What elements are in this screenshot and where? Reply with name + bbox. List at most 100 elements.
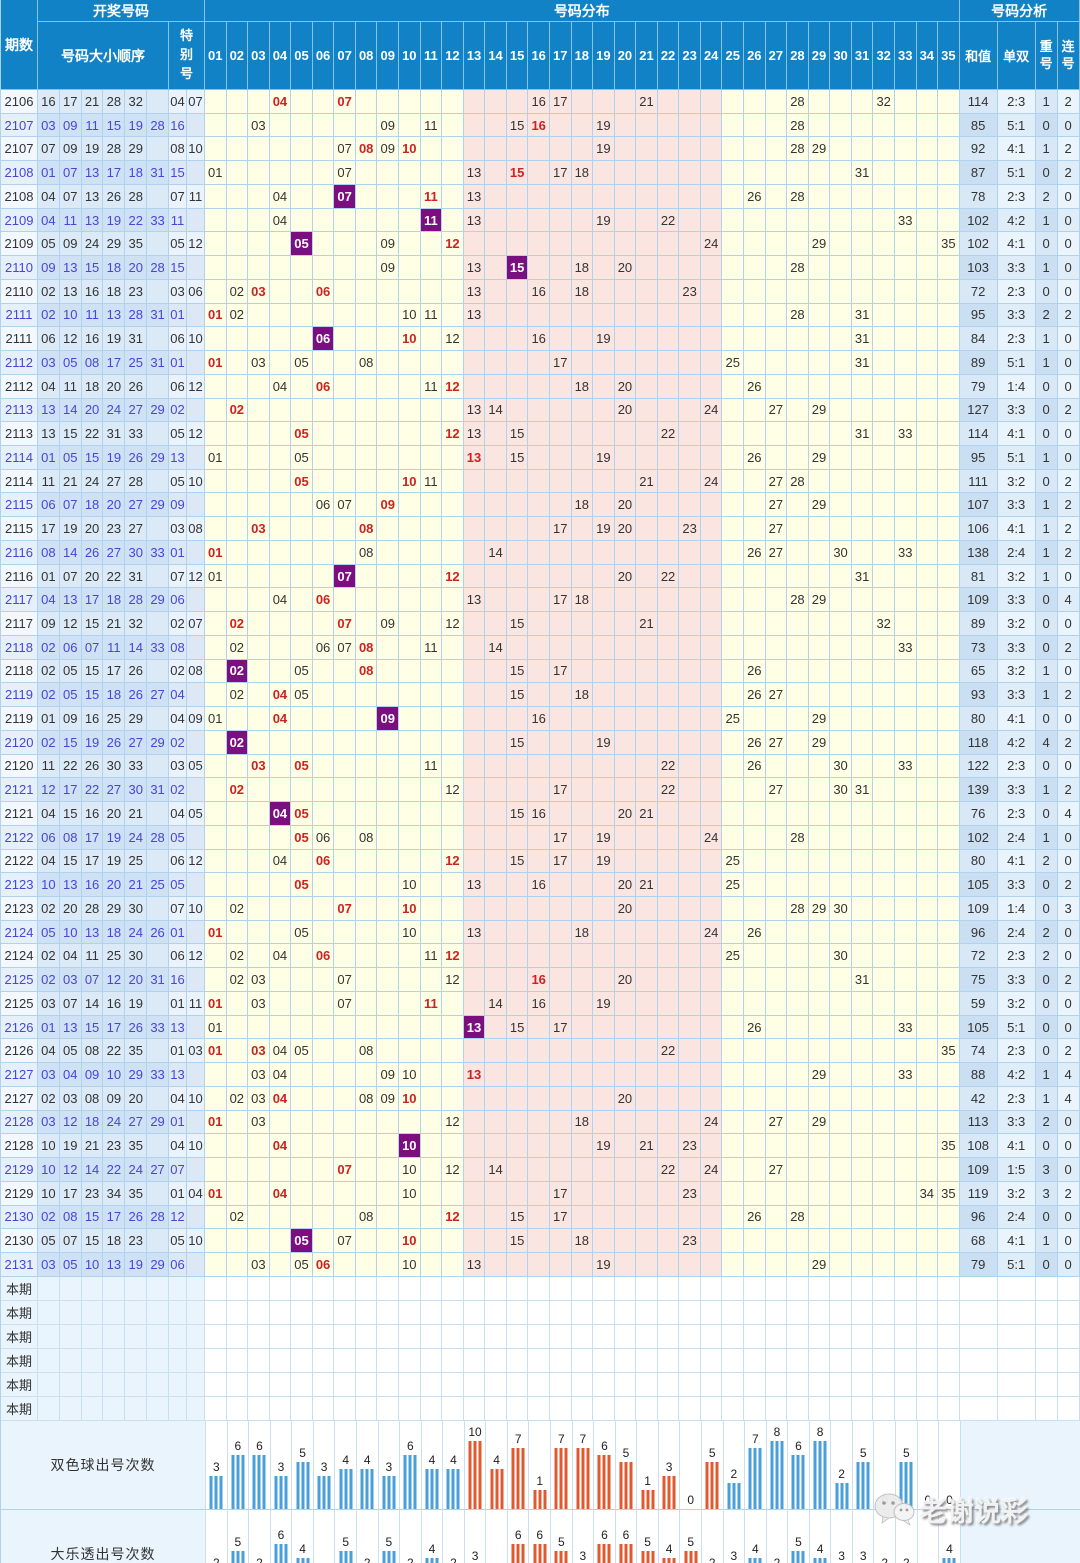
pending-analysis-cell: [1057, 1300, 1080, 1325]
distribution-cell: [291, 1181, 313, 1206]
distribution-cell: [377, 303, 400, 328]
distribution-cell: 31: [851, 778, 874, 803]
bar-cell: 2: [206, 1509, 228, 1563]
distribution-cell: [916, 374, 939, 399]
distribution-cell: 21: [636, 612, 658, 636]
distribution-cell: 28: [787, 303, 809, 328]
distribution-cell: [485, 730, 507, 755]
pending-distribution-cell: [226, 1324, 249, 1349]
distribution-cell: 02: [226, 398, 249, 423]
front-number-cell: 08: [59, 825, 82, 850]
table-row: 2125 02 03 07 12 20 31 16 02 03 07 12 16 20 31 75 3:3 0 2: [1, 968, 1080, 992]
special-number-cell: 12: [186, 944, 205, 969]
distribution-cell: 31: [851, 968, 874, 992]
distribution-cell: [420, 279, 443, 304]
distribution-cell: [808, 1039, 831, 1064]
pending-analysis-cell: [1035, 1372, 1058, 1397]
distribution-cell: [722, 446, 745, 470]
distribution-cell: [593, 778, 615, 803]
distribution-cell: [528, 825, 550, 850]
distribution-cell: [722, 517, 745, 541]
bar-value-label: 1: [644, 1473, 651, 1488]
distribution-cell: 17: [549, 588, 572, 613]
distribution-cell: [528, 303, 550, 328]
distribution-cell: [851, 256, 874, 280]
distribution-cell: [851, 1205, 874, 1230]
distribution-cell: [506, 944, 529, 969]
front-number-cell: 33: [147, 1015, 169, 1040]
bar-cell: 5: [788, 1509, 810, 1563]
column-header: 30: [830, 22, 852, 90]
front-number-cell: 02: [38, 896, 60, 921]
front-number-cell: 21: [81, 1134, 104, 1159]
pending-distribution-cell: [593, 1348, 615, 1373]
bar-cell: 5: [852, 1420, 875, 1510]
repeat-cell: 1: [1035, 517, 1058, 541]
pending-distribution-cell: [830, 1324, 852, 1349]
distribution-cell: [873, 896, 895, 921]
bar-cell: 5: [551, 1509, 573, 1563]
distribution-cell: [312, 707, 335, 731]
distribution-cell: [312, 896, 335, 921]
distribution-cell: 15: [506, 612, 529, 636]
distribution-cell: [269, 1229, 292, 1253]
distribution-cell: [528, 493, 550, 518]
front-number-cell: 10: [103, 1063, 126, 1087]
pending-distribution-cell: [420, 1300, 443, 1325]
front-number-cell: 09: [59, 137, 82, 162]
special-number-cell: 02: [168, 778, 187, 803]
distribution-cell: 35: [938, 1039, 960, 1064]
distribution-cell: 11: [420, 303, 443, 328]
bar-cell: 0: [939, 1420, 961, 1510]
distribution-cell: [226, 540, 249, 565]
front-number-cell: 19: [103, 208, 126, 233]
bar-value-label: 8: [816, 1424, 824, 1439]
distribution-cell: 27: [765, 517, 788, 541]
distribution-cell: 26: [744, 683, 766, 708]
pending-analysis-cell: [1035, 1396, 1058, 1421]
pending-analysis-cell: [959, 1372, 998, 1397]
distribution-cell: [894, 137, 917, 162]
distribution-cell: [312, 873, 335, 897]
distribution-cell: [636, 208, 658, 233]
distribution-cell: [204, 1134, 227, 1159]
pending-analysis-cell: [959, 1276, 998, 1301]
pending-distribution-cell: [549, 1396, 572, 1421]
distribution-cell: [938, 137, 960, 162]
distribution-cell: [248, 422, 270, 447]
distribution-cell: [679, 161, 701, 185]
distribution-cell: [485, 683, 507, 708]
distribution-cell: [593, 232, 615, 257]
repeat-cell: 1: [1035, 540, 1058, 565]
distribution-cell: [377, 1205, 400, 1230]
distribution-cell: [657, 659, 680, 684]
chart-row: 双色球出号次数366353443644104717765130527868250…: [1, 1420, 1080, 1510]
pending-row: 本期: [1, 1372, 1080, 1397]
distribution-cell: [808, 1015, 831, 1040]
sum-cell: 80: [959, 849, 998, 874]
distribution-cell: [873, 1229, 895, 1253]
distribution-cell: [506, 398, 529, 423]
distribution-cell: [226, 517, 249, 541]
pending-distribution-cell: [485, 1324, 507, 1349]
distribution-cell: 26: [744, 184, 766, 209]
table-row: 2117 04 13 17 18 28 29 06 04 06 13 17 18 28 29 109 3:3 0 4: [1, 588, 1080, 613]
distribution-cell: [636, 184, 658, 209]
distribution-cell: [873, 493, 895, 518]
distribution-cell: [377, 161, 400, 185]
sum-cell: 80: [959, 707, 998, 731]
distribution-cell: 20: [614, 1086, 637, 1111]
front-number-cell: 28: [147, 825, 169, 850]
distribution-cell: [938, 446, 960, 470]
distribution-cell: [700, 1252, 723, 1277]
pending-distribution-cell: [614, 1324, 637, 1349]
front-number-cell: 28: [147, 113, 169, 138]
distribution-cell: [636, 303, 658, 328]
pending-distribution-cell: [916, 1348, 939, 1373]
pending-distribution-cell: [334, 1300, 356, 1325]
distribution-cell: [593, 659, 615, 684]
sum-cell: 102: [959, 208, 998, 233]
front-number-cell: 01: [38, 1015, 60, 1040]
period-cell: 2120: [1, 754, 38, 779]
distribution-cell: [700, 303, 723, 328]
